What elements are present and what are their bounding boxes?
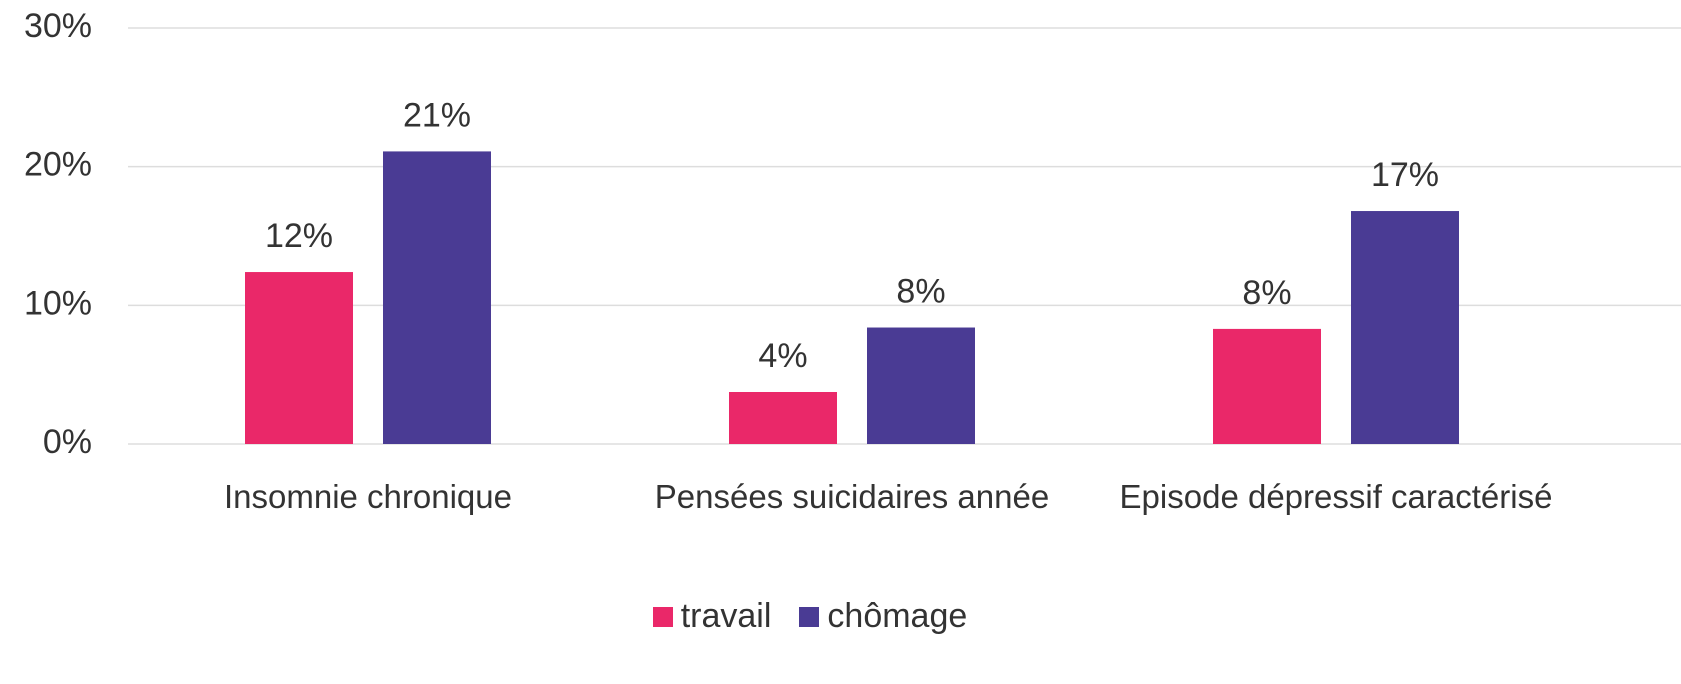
bar [1213, 328, 1321, 444]
y-tick-label: 20% [24, 146, 92, 184]
legend: travail chômage [0, 597, 1620, 636]
legend-swatch [799, 606, 820, 627]
data-label: 12% [265, 217, 333, 255]
bar [867, 327, 975, 444]
data-label: 17% [1371, 156, 1439, 194]
y-tick-label: 0% [43, 423, 92, 461]
legend-item: travail [652, 597, 772, 636]
bar [729, 392, 837, 444]
y-tick-label: 10% [24, 284, 92, 322]
data-label: 8% [1242, 274, 1291, 312]
x-tick-label: Episode dépressif caractérisé [1119, 478, 1553, 515]
bar [1351, 211, 1459, 444]
x-tick-label: Pensées suicidaires année [654, 478, 1050, 515]
legend-swatch [652, 606, 673, 627]
x-tick-label: Insomnie chronique [223, 478, 512, 515]
bar [383, 151, 491, 444]
data-label: 4% [758, 337, 807, 375]
y-tick-label: 30% [24, 7, 92, 45]
bar [245, 272, 353, 444]
legend-label: chômage [827, 597, 968, 635]
legend-label: travail [680, 597, 772, 635]
data-label: 21% [403, 96, 471, 134]
data-label: 8% [896, 273, 945, 311]
legend-item: chômage [799, 597, 967, 636]
